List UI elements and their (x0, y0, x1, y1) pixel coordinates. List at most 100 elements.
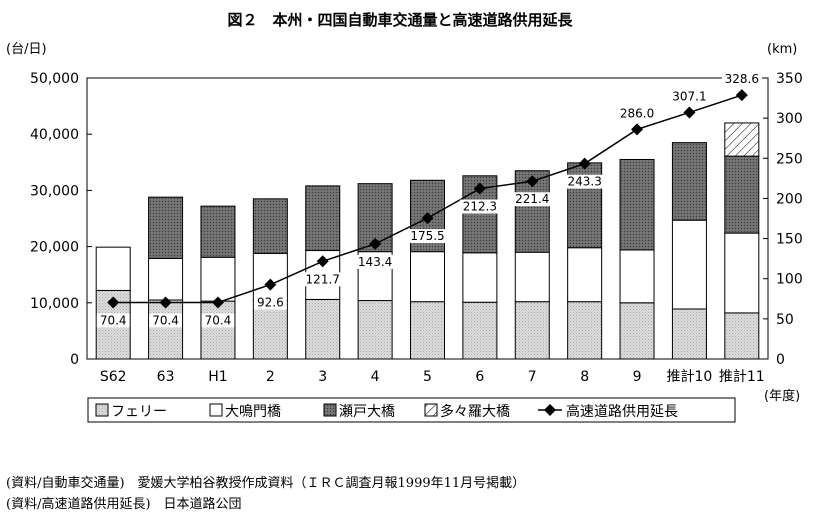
bar-segment-0-8 (514, 301, 550, 360)
x-tick-label: 推計10 (667, 369, 713, 385)
right-tick-label: 300 (776, 111, 803, 127)
bar-segment-2-12 (724, 155, 760, 234)
bar-segment-2-2 (200, 205, 236, 258)
right-axis: 0 50 100 150 200 250 300 350 (763, 71, 803, 368)
bar-segment-1-9 (567, 247, 603, 303)
x-tick-label: 7 (528, 369, 537, 385)
x-tick-label: 5 (423, 369, 432, 385)
highway-length-marker (526, 175, 539, 188)
x-tick-label: 63 (157, 369, 175, 385)
bar-segment-1-3 (252, 252, 288, 302)
value-label-bg (617, 106, 658, 121)
x-tick-label: 3 (318, 369, 327, 385)
legend-swatch-tatara (424, 403, 438, 417)
right-axis-unit: (km) (767, 42, 797, 57)
x-tick-label: H1 (208, 369, 227, 385)
bar-segment-0-5 (357, 300, 393, 360)
value-label-bg (721, 72, 762, 87)
x-tick-label: S62 (100, 369, 127, 385)
x-tick-label: 8 (580, 369, 589, 385)
value-label-bg (149, 313, 182, 328)
bar-segment-1-7 (462, 252, 498, 303)
bar-segment-0-6 (410, 301, 445, 360)
value-label: 212.3 (463, 200, 497, 214)
right-tick-label: 350 (776, 71, 803, 87)
legend: フェリー 大鳴門橋 瀬戸大橋 多々羅大橋 高速道路供用延長 (87, 397, 736, 423)
left-tick-label: 30,000 (30, 183, 79, 199)
highway-length-marker (421, 212, 434, 225)
bar-segment-0-12 (724, 312, 760, 360)
left-axis-unit: (台/日) (6, 42, 47, 57)
value-label: 286.0 (620, 106, 654, 120)
value-label: 307.1 (672, 89, 706, 103)
value-label-bg (512, 192, 553, 207)
bar-segment-0-9 (567, 301, 603, 360)
left-tick-label: 50,000 (30, 71, 79, 87)
bar-segment-0-10 (619, 302, 655, 360)
value-label: 70.4 (205, 313, 232, 327)
highway-length-marker (264, 278, 277, 291)
x-tick-label: 6 (475, 369, 484, 385)
highway-length-marker (159, 296, 172, 309)
bar-segment-0-7 (462, 301, 498, 360)
bar-segment-1-11 (671, 219, 707, 310)
legend-box (87, 397, 736, 423)
highway-length-marker (316, 255, 329, 268)
legend-label-ferry: フェリー (111, 404, 167, 420)
bar-segment-0-3 (252, 300, 288, 360)
value-label: 221.4 (515, 192, 549, 206)
value-label: 143.4 (358, 255, 392, 269)
value-label: 92.6 (257, 296, 284, 310)
bar-segment-0-2 (200, 300, 236, 360)
bar-segment-2-10 (619, 158, 655, 251)
value-label-bg (564, 174, 605, 189)
value-label: 70.4 (100, 313, 127, 327)
value-label-bg (253, 295, 287, 310)
right-tick-label: 200 (776, 191, 803, 207)
bar-segment-2-1 (148, 196, 184, 259)
right-tick-label: 100 (776, 272, 803, 288)
legend-swatch-seto (323, 403, 337, 417)
bar-segment-1-1 (148, 257, 184, 301)
highway-length-marker (631, 123, 644, 136)
bar-segment-3-12 (724, 122, 760, 157)
right-tick-label: 250 (776, 151, 803, 167)
legend-marker-highway (544, 404, 556, 416)
highway-length-marker (211, 296, 224, 309)
bar-segment-1-0 (95, 246, 131, 291)
value-label: 175.5 (410, 229, 444, 243)
x-axis: S62 63 H1 2 3 4 5 6 7 8 9 推計10 推計11 (100, 369, 765, 385)
highway-length-marker (578, 157, 591, 170)
bar-segment-1-2 (200, 256, 236, 302)
chart-title: 図２ 本州・四国自動車交通量と高速道路供用延長 (227, 11, 573, 29)
bar-segment-1-12 (724, 232, 760, 314)
x-axis-unit: (年度) (764, 388, 800, 404)
left-tick-label: 10,000 (30, 296, 79, 312)
value-label-bg (96, 313, 130, 328)
value-label: 243.3 (567, 175, 601, 189)
highway-length-marker (683, 106, 696, 119)
left-tick-label: 0 (70, 352, 79, 368)
bar-segment-1-6 (410, 251, 445, 303)
legend-label-highway: 高速道路供用延長 (566, 403, 678, 420)
x-tick-label: 9 (633, 369, 642, 385)
x-tick-label: 推計11 (719, 369, 765, 385)
bar-segment-1-10 (619, 249, 655, 304)
legend-label-seto: 瀬戸大橋 (339, 404, 395, 420)
left-axis: 0 10,000 20,000 30,000 40,000 50,000 (30, 71, 92, 368)
bar-segment-0-11 (671, 308, 707, 360)
value-label: 328.6 (725, 72, 759, 86)
legend-label-tatara: 多々羅大橋 (440, 403, 510, 420)
bar-segment-0-4 (305, 298, 341, 360)
legend-swatch-ferry (95, 403, 109, 417)
value-label-bg (669, 89, 710, 104)
highway-length-marker (735, 89, 748, 102)
highway-length-marker (473, 182, 486, 195)
value-label: 70.4 (152, 313, 179, 327)
value-label-bg (201, 313, 235, 328)
value-label-bg (407, 229, 448, 244)
source-note-traffic: (資料/自動車交通量) 愛媛大学柏谷教授作成資料（ＩＲＣ調査月報1999年11月… (6, 476, 526, 491)
highway-length-marker (369, 237, 382, 250)
source-note-highway: (資料/高速道路供用延長) 日本道路公団 (6, 497, 242, 512)
x-tick-label: 2 (266, 369, 275, 385)
